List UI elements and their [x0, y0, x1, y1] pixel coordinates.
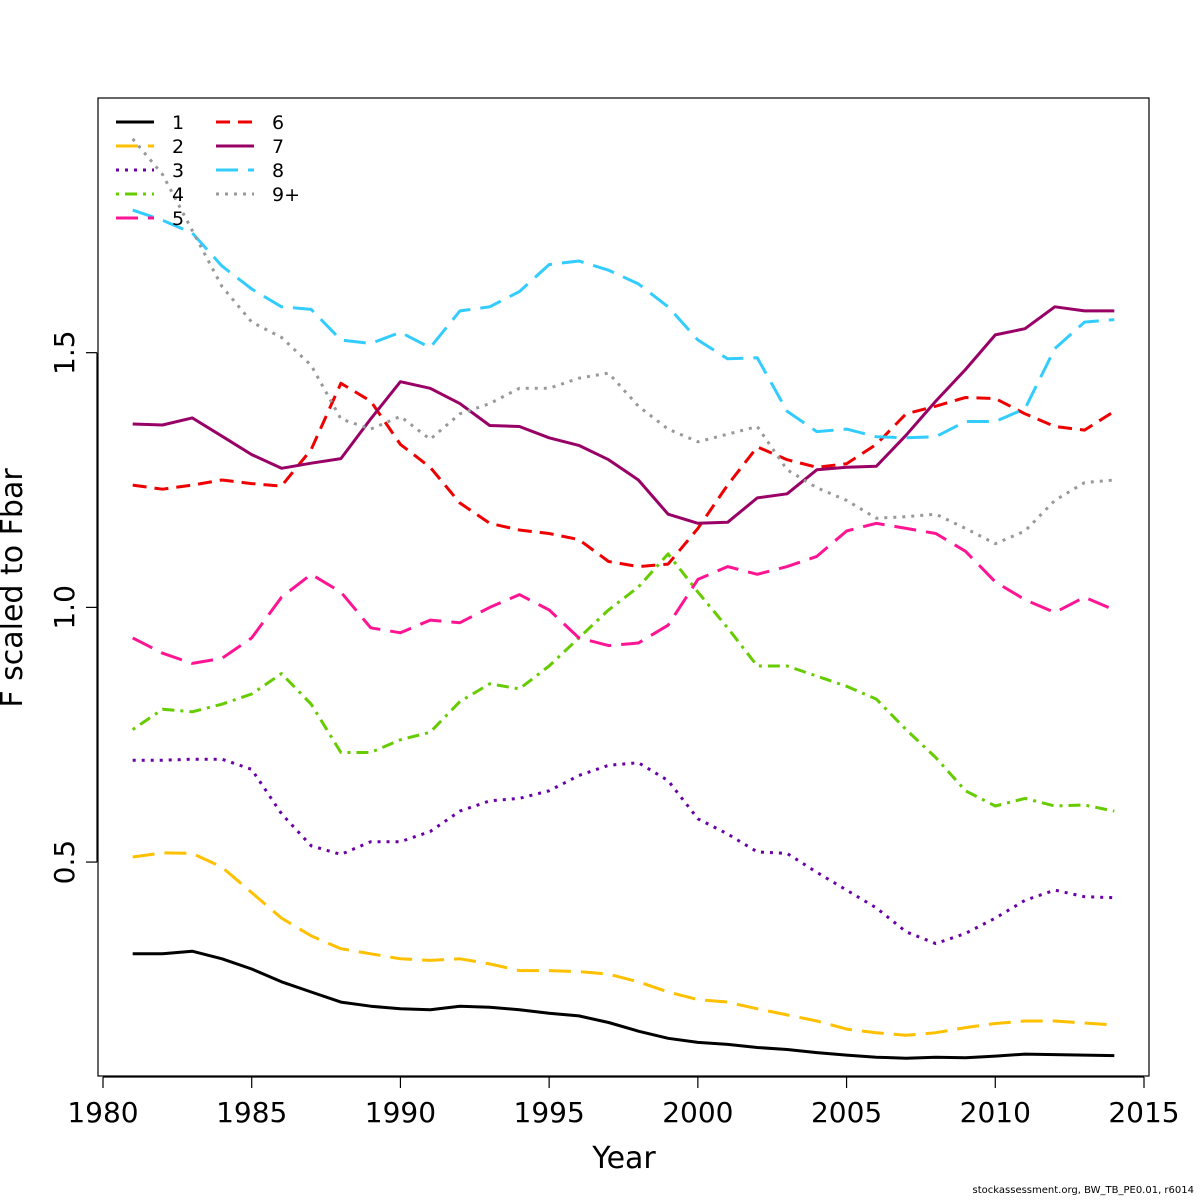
series-line-3 — [132, 757, 1115, 946]
y-tick-label: 1.0 — [48, 585, 81, 630]
legend-label: 4 — [172, 184, 184, 206]
series-line-2 — [132, 851, 1115, 1037]
x-tick-label: 2015 — [1108, 1096, 1179, 1129]
legend-label: 7 — [272, 136, 284, 158]
x-tick-label: 2010 — [960, 1096, 1031, 1129]
footer-credit: stockassessment.org, BW_TB_PE0.01, r6014 — [972, 1185, 1194, 1196]
series-line-5 — [132, 521, 1115, 665]
series-line-6 — [132, 381, 1116, 569]
x-tick-label: 2005 — [811, 1096, 882, 1129]
legend-label: 3 — [172, 160, 184, 182]
series-line-4 — [131, 552, 1115, 813]
x-tick-label: 1995 — [514, 1096, 585, 1129]
y-axis-title: F scaled to Fbar — [0, 468, 30, 708]
x-tick-label: 1990 — [365, 1096, 436, 1129]
y-tick-label: 1.5 — [48, 330, 81, 375]
legend-label: 8 — [272, 160, 284, 182]
x-axis-title: Year — [591, 1141, 656, 1176]
series-line-7 — [132, 305, 1115, 525]
series-line-8 — [132, 208, 1115, 440]
y-axis: 0.5 1.0 1.5 — [48, 330, 98, 885]
legend-label: 9+ — [272, 184, 300, 206]
legend-label: 2 — [172, 136, 184, 158]
x-tick-label: 1980 — [67, 1096, 138, 1129]
x-tick-label: 1985 — [216, 1096, 287, 1129]
legend-label: 1 — [172, 112, 184, 134]
x-tick-label: 2000 — [662, 1096, 733, 1129]
series-lines — [131, 137, 1116, 1060]
plot-frame — [97, 97, 1150, 1077]
legend-label: 6 — [272, 112, 284, 134]
y-tick-label: 0.5 — [48, 840, 81, 885]
series-line-1 — [132, 949, 1115, 1060]
x-axis: 1980 1985 1990 1995 2000 2005 2010 2015 — [67, 1076, 1180, 1129]
legend-label: 5 — [172, 208, 184, 230]
